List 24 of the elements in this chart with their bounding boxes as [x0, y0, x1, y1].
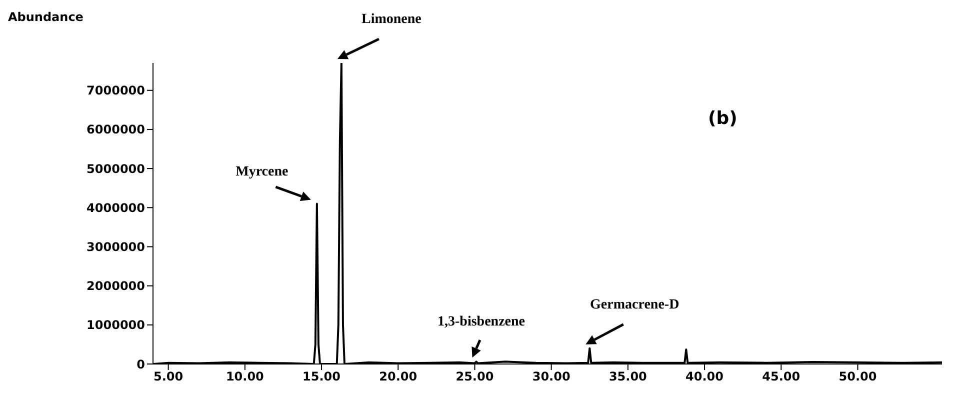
annotation: Myrcene [236, 164, 288, 180]
x-tick-label: 10.00 [226, 370, 264, 384]
x-tick-label: 20.00 [379, 370, 418, 384]
x-tick-label: 45.00 [762, 370, 800, 384]
annotation: (b) [708, 108, 738, 129]
annotation: Limonene [361, 12, 422, 27]
x-tick-label: 35.00 [608, 370, 647, 384]
y-tick-label: 5000000 [86, 162, 145, 176]
y-tick-label: 3000000 [86, 240, 145, 254]
annotation: 1,3-bisbenzene [438, 314, 526, 330]
x-tick-label: 15.00 [302, 370, 341, 384]
x-tick-label: 40.00 [686, 370, 724, 384]
y-tick-label: 7000000 [86, 84, 145, 98]
y-tick-label: 6000000 [86, 122, 145, 137]
x-tick-label: 50.00 [838, 370, 877, 384]
y-tick-label: 4000000 [86, 200, 145, 215]
y-tick-label: 1000000 [86, 318, 145, 332]
annotation: Germacrene-D [590, 297, 680, 312]
y-tick-label: 0 [136, 357, 145, 372]
x-tick-label: 30.00 [532, 370, 570, 384]
y-tick-label: 2000000 [86, 279, 145, 294]
y-axis-title: Abundance [8, 10, 84, 24]
x-tick-label: 5.00 [154, 370, 184, 384]
x-tick-label: 25.00 [456, 370, 494, 384]
